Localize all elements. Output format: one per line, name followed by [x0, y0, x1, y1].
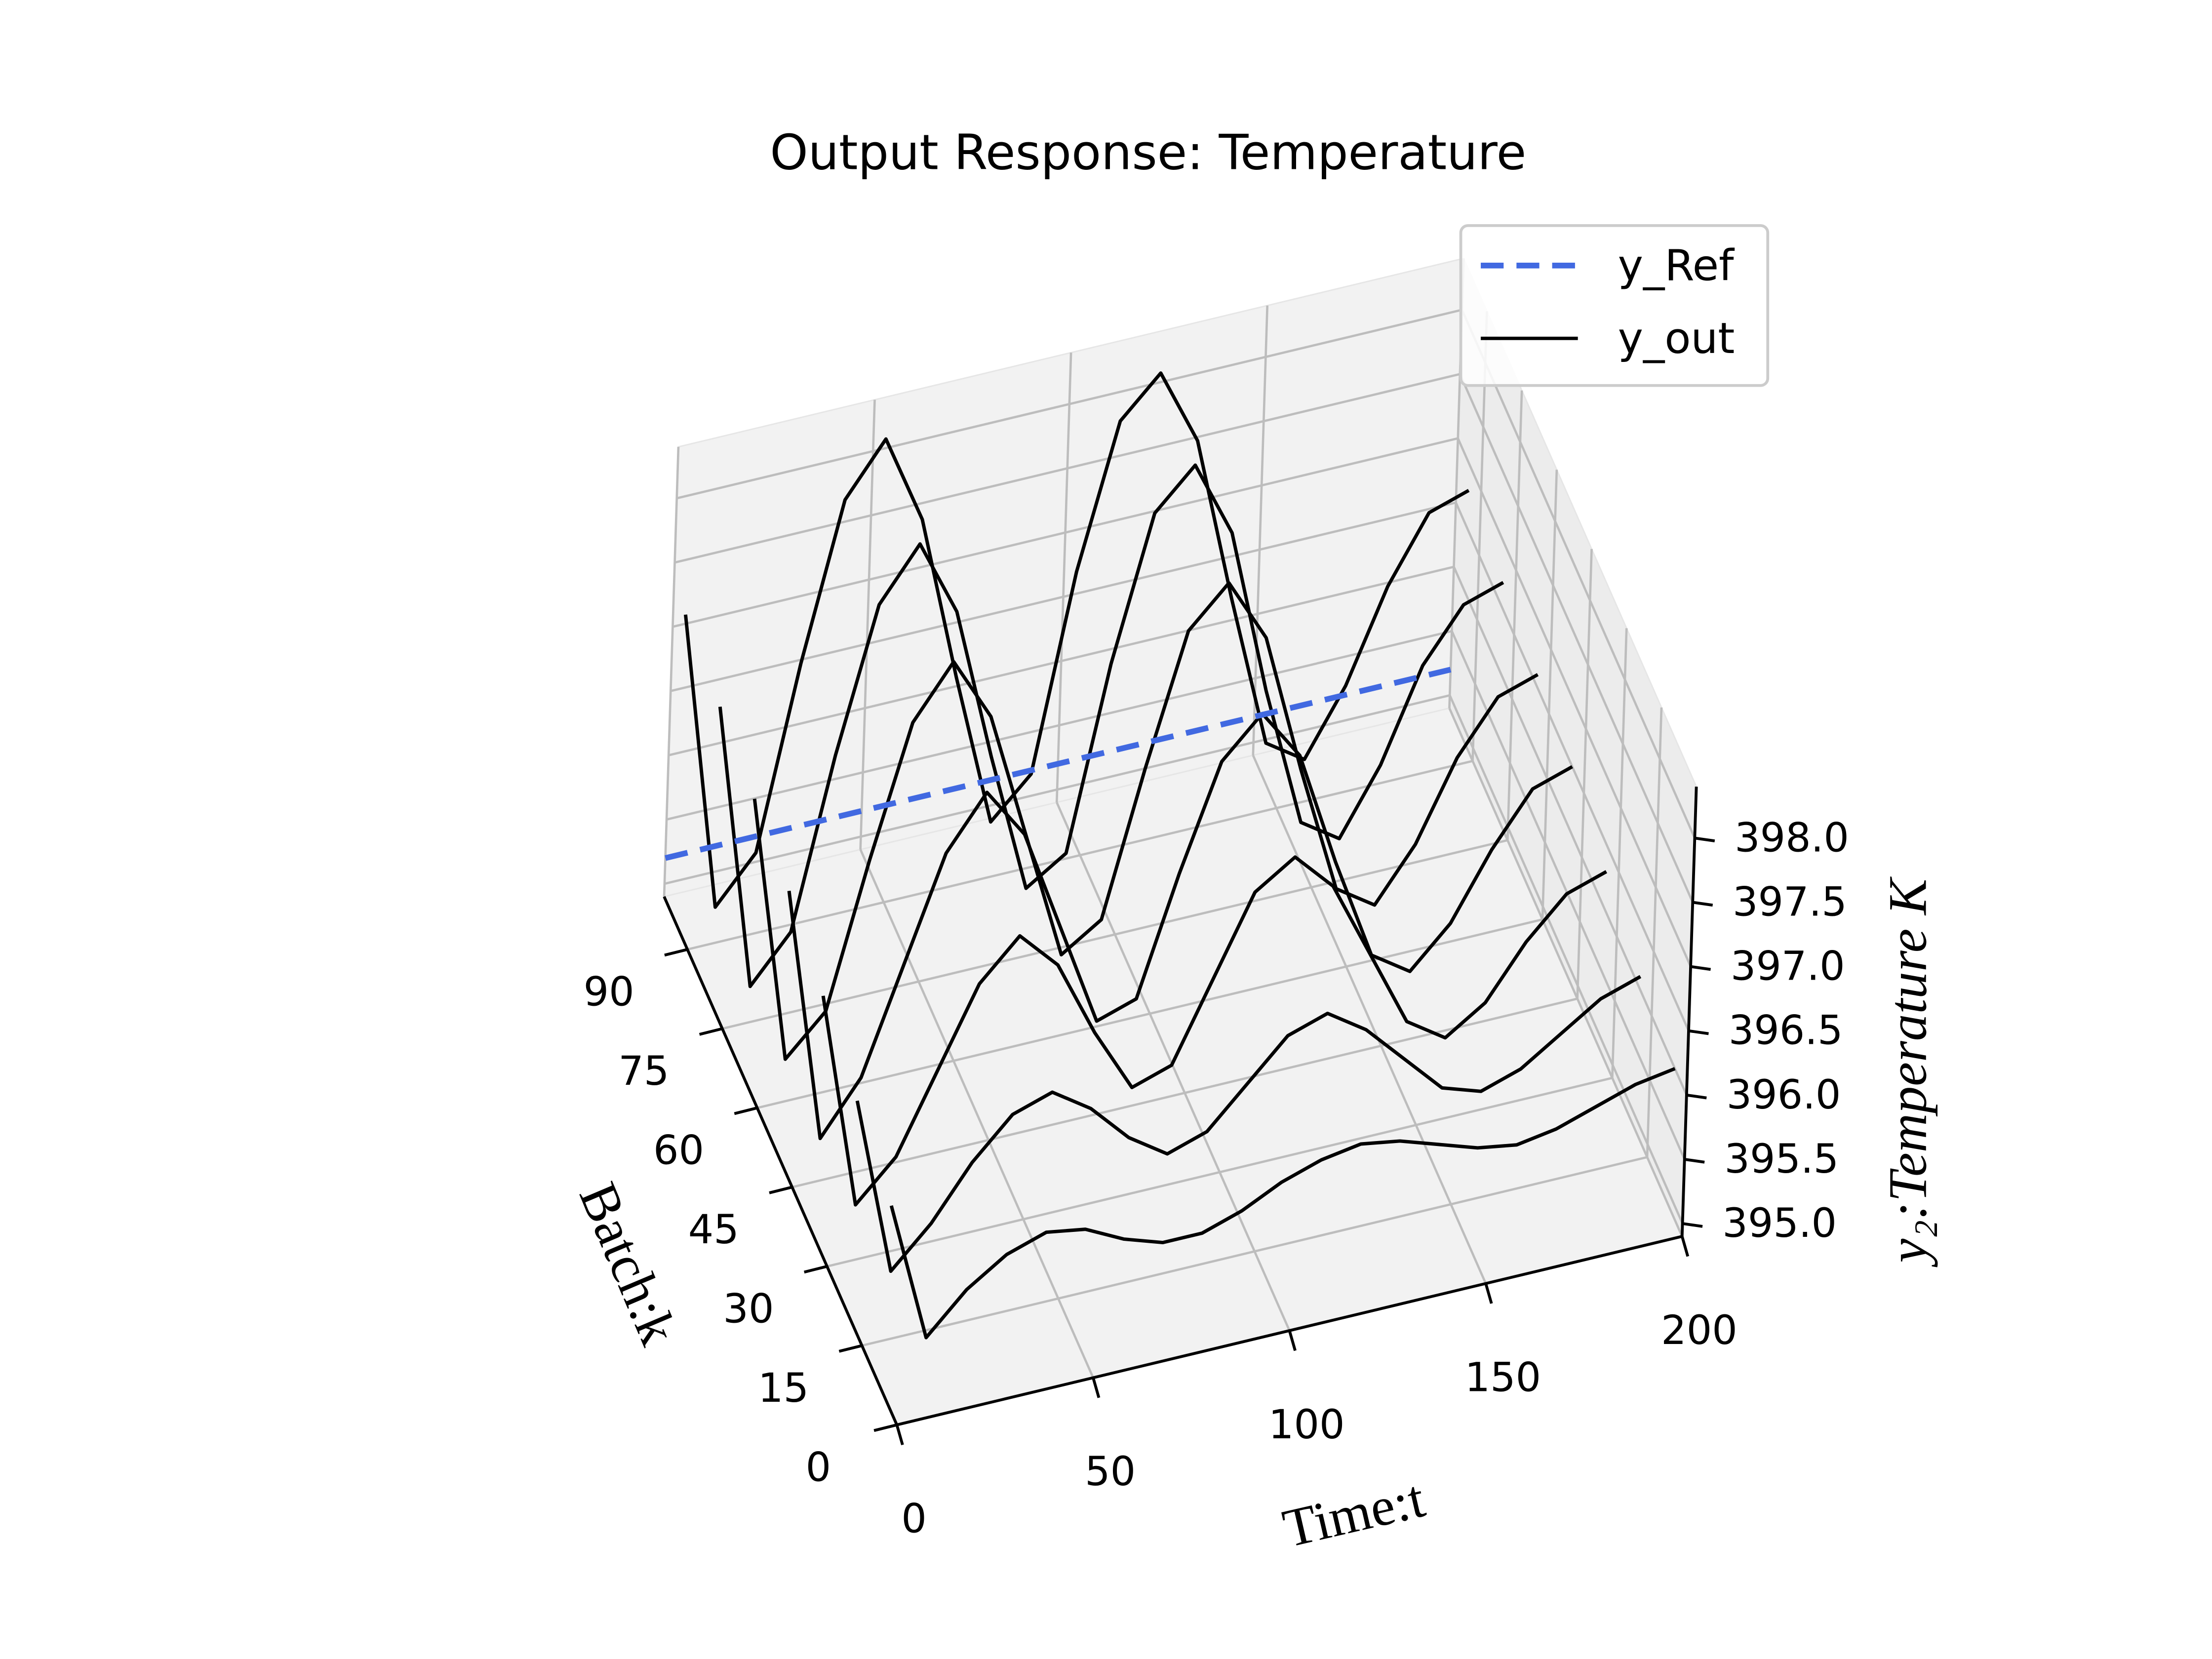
chart-title: Output Response: Temperature	[770, 124, 1526, 181]
z-tick-label: 397.5	[1733, 879, 1847, 925]
y-tick-label: 0	[806, 1445, 831, 1491]
x-tick	[1484, 1283, 1493, 1304]
z-axis-label: y₂:Temperature K	[1878, 876, 1938, 1267]
data-lines	[665, 371, 1676, 1340]
grid-line	[1252, 754, 1487, 1284]
grid-line	[687, 759, 1473, 951]
z-tick	[1690, 965, 1711, 971]
z-tick	[1688, 1029, 1709, 1035]
z-tick	[1684, 1158, 1705, 1164]
y-tick	[734, 1106, 758, 1115]
y-axis-line	[663, 896, 899, 1425]
x-tick-label: 150	[1465, 1354, 1541, 1401]
grid-line	[791, 997, 1578, 1188]
x-tick	[1680, 1236, 1690, 1257]
grid-line	[862, 1156, 1648, 1347]
y-tick	[664, 948, 688, 957]
y-axis-label: Batch:k	[568, 1174, 689, 1353]
grid-line	[859, 849, 1095, 1379]
grid-line	[1455, 502, 1690, 1031]
x-tick-label: 200	[1661, 1307, 1738, 1354]
grid-line	[676, 309, 1462, 500]
grid-line	[672, 437, 1459, 628]
z-axis-line	[1680, 787, 1698, 1237]
grid-line	[1056, 802, 1291, 1331]
z-tick-label: 395.0	[1722, 1200, 1837, 1247]
legend-label: y_out	[1618, 314, 1735, 363]
grid-line	[827, 1076, 1613, 1268]
y-tick-label: 30	[723, 1286, 774, 1333]
y-tick-label: 60	[653, 1128, 704, 1174]
z-tick	[1692, 901, 1713, 907]
grid-line	[722, 839, 1508, 1030]
grid-line	[1459, 373, 1694, 903]
grid-line	[664, 694, 1450, 885]
z-tick	[1686, 1093, 1707, 1100]
x-tick	[895, 1424, 904, 1446]
grid-line	[1457, 437, 1692, 967]
z-tick-label: 398.0	[1735, 815, 1849, 861]
grid-line	[1448, 708, 1683, 1237]
y-tick	[804, 1265, 828, 1274]
output-line	[684, 371, 1470, 909]
z-tick-label: 396.0	[1727, 1072, 1841, 1118]
x-axis-label: Time:t	[1277, 1468, 1430, 1559]
x-tick-label: 0	[901, 1496, 927, 1542]
z-tick-label: 396.5	[1729, 1008, 1843, 1054]
grid-line	[666, 630, 1452, 821]
z-tick-label: 395.5	[1724, 1136, 1839, 1183]
y-tick-label: 45	[688, 1207, 739, 1253]
grid-line	[1461, 309, 1696, 839]
z-tick-label: 397.0	[1731, 944, 1845, 990]
output-line	[752, 581, 1539, 1061]
grid-line	[1453, 566, 1688, 1096]
grid-line	[674, 373, 1461, 564]
grid-line	[1449, 695, 1684, 1224]
x-tick	[1092, 1377, 1101, 1398]
y-tick-label: 75	[618, 1048, 669, 1095]
y-tick-label: 90	[584, 969, 634, 1016]
output-line	[855, 975, 1642, 1273]
y-tick	[873, 1423, 898, 1432]
x-tick-label: 50	[1085, 1449, 1136, 1495]
reference-line	[665, 667, 1452, 861]
y-tick-label: 15	[758, 1365, 809, 1412]
output-line	[821, 855, 1608, 1207]
legend: y_Ref y_out	[1459, 224, 1770, 387]
grid-line	[1252, 305, 1269, 755]
grid-line	[668, 565, 1455, 756]
output-line	[718, 463, 1504, 988]
z-tick	[1682, 1222, 1703, 1228]
y-tick	[838, 1344, 863, 1353]
x-axis-line	[896, 1235, 1683, 1426]
x-tick	[1288, 1330, 1297, 1351]
output-line	[787, 711, 1573, 1141]
z-tick	[1694, 836, 1715, 842]
grid-line	[663, 446, 680, 897]
grid-line	[859, 399, 876, 850]
grid-line	[1055, 353, 1072, 803]
grid-line	[1451, 631, 1686, 1160]
x-tick-label: 100	[1268, 1402, 1345, 1448]
y-tick	[699, 1027, 723, 1036]
legend-label: y_Ref	[1618, 240, 1735, 290]
axes: 0 50 100 150 200 0 15 30 45 60 75 90 395.0 395.5 396.0…	[584, 787, 1849, 1542]
y-tick	[769, 1185, 792, 1194]
grid-line	[757, 918, 1543, 1109]
output-line	[889, 1067, 1676, 1340]
